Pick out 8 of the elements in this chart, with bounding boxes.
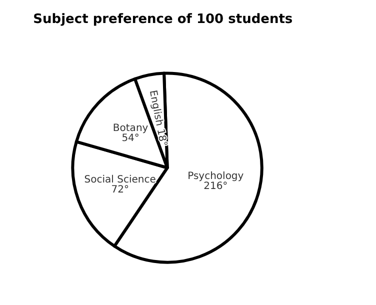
data-label: 72° [111, 184, 129, 196]
slice-label: Social Science [84, 174, 156, 186]
slice-label: Botany [112, 122, 148, 134]
slice-label: English 18° [146, 89, 169, 148]
chart-title: Subject preference of 100 students [33, 12, 293, 27]
data-label: 216° [204, 181, 228, 192]
slice-label: Psychology [188, 171, 244, 182]
data-label: 54° [122, 132, 140, 144]
